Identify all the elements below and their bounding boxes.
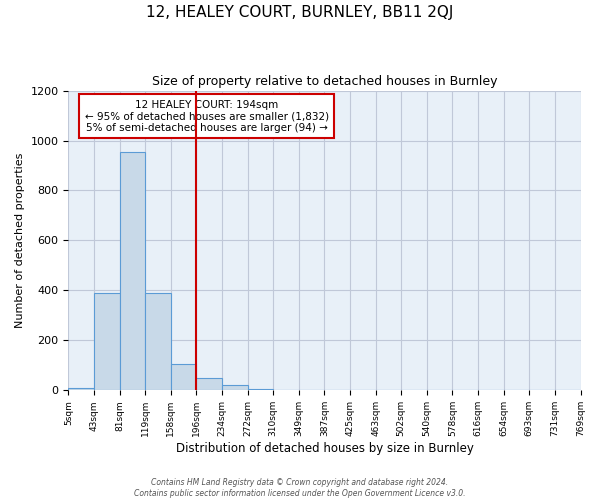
Bar <box>119 152 145 390</box>
Bar <box>94 293 119 390</box>
Bar <box>171 364 196 390</box>
Text: 12, HEALEY COURT, BURNLEY, BB11 2QJ: 12, HEALEY COURT, BURNLEY, BB11 2QJ <box>146 5 454 20</box>
Bar <box>196 378 222 390</box>
Title: Size of property relative to detached houses in Burnley: Size of property relative to detached ho… <box>152 75 497 88</box>
Bar <box>248 389 273 390</box>
Y-axis label: Number of detached properties: Number of detached properties <box>15 153 25 328</box>
Bar <box>68 388 94 390</box>
Bar <box>222 386 248 390</box>
Text: Contains HM Land Registry data © Crown copyright and database right 2024.
Contai: Contains HM Land Registry data © Crown c… <box>134 478 466 498</box>
Text: 12 HEALEY COURT: 194sqm
← 95% of detached houses are smaller (1,832)
5% of semi-: 12 HEALEY COURT: 194sqm ← 95% of detache… <box>85 100 329 132</box>
X-axis label: Distribution of detached houses by size in Burnley: Distribution of detached houses by size … <box>176 442 473 455</box>
Bar <box>145 293 171 390</box>
